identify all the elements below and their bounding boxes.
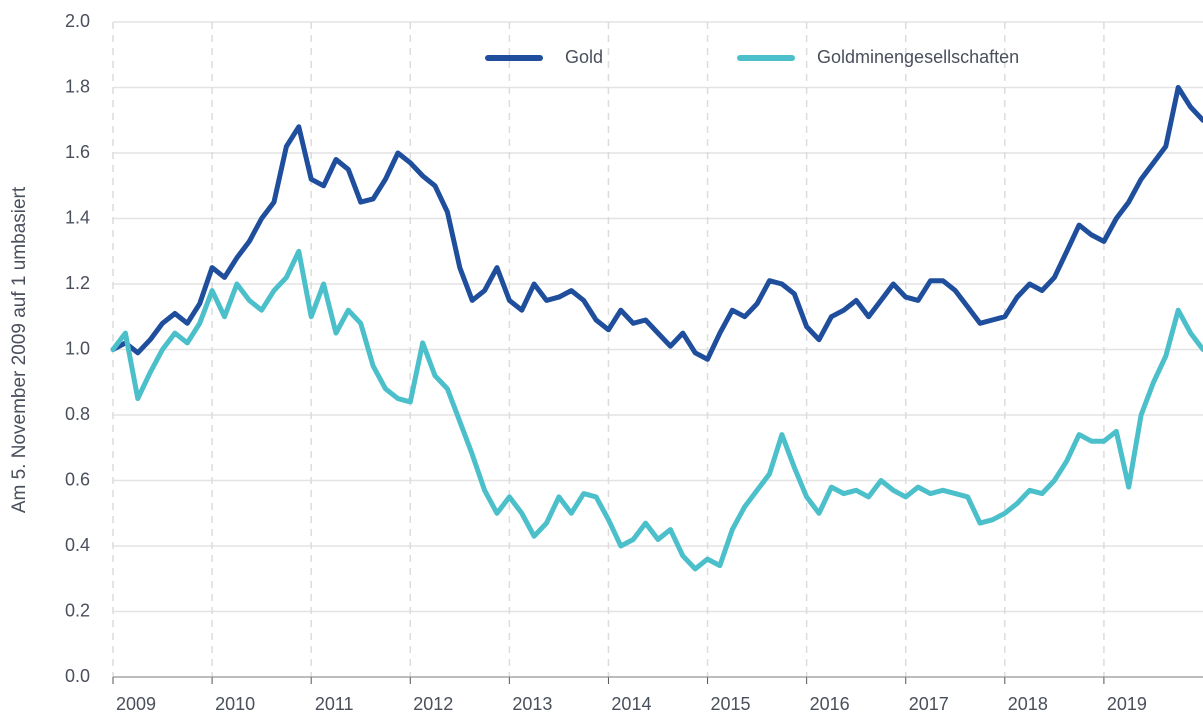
series-line — [110, 85, 1203, 362]
series-line — [110, 248, 1203, 572]
x-tick-label: 2012 — [413, 694, 453, 714]
y-tick-label: 1.8 — [65, 76, 90, 96]
y-tick-label: 1.4 — [65, 207, 90, 227]
x-tick-label: 2013 — [512, 694, 552, 714]
x-tick-label: 2016 — [810, 694, 850, 714]
y-tick-label: 0.8 — [65, 404, 90, 424]
legend-label: Goldminengesellschaften — [817, 47, 1019, 67]
y-tick-label: 0.4 — [65, 535, 90, 555]
x-tick-label: 2019 — [1107, 694, 1147, 714]
x-tick-label: 2009 — [116, 694, 156, 714]
y-tick-label: 1.6 — [65, 142, 90, 162]
y-tick-label: 1.0 — [65, 338, 90, 358]
y-tick-label: 1.2 — [65, 273, 90, 293]
x-tick-label: 2011 — [315, 694, 354, 714]
y-tick-label: 0.2 — [65, 600, 90, 620]
y-tick-label: 0.6 — [65, 469, 90, 489]
y-tick-label: 2.0 — [65, 11, 90, 31]
x-tick-label: 2018 — [1008, 694, 1048, 714]
x-tick-label: 2015 — [711, 694, 751, 714]
legend-label: Gold — [565, 47, 603, 67]
y-tick-label: 0.0 — [65, 666, 90, 686]
x-tick-label: 2010 — [215, 694, 255, 714]
x-tick-label: 2014 — [611, 694, 651, 714]
x-tick-label: 2017 — [909, 694, 949, 714]
y-axis-label: Am 5. November 2009 auf 1 umbasiert — [9, 186, 30, 513]
